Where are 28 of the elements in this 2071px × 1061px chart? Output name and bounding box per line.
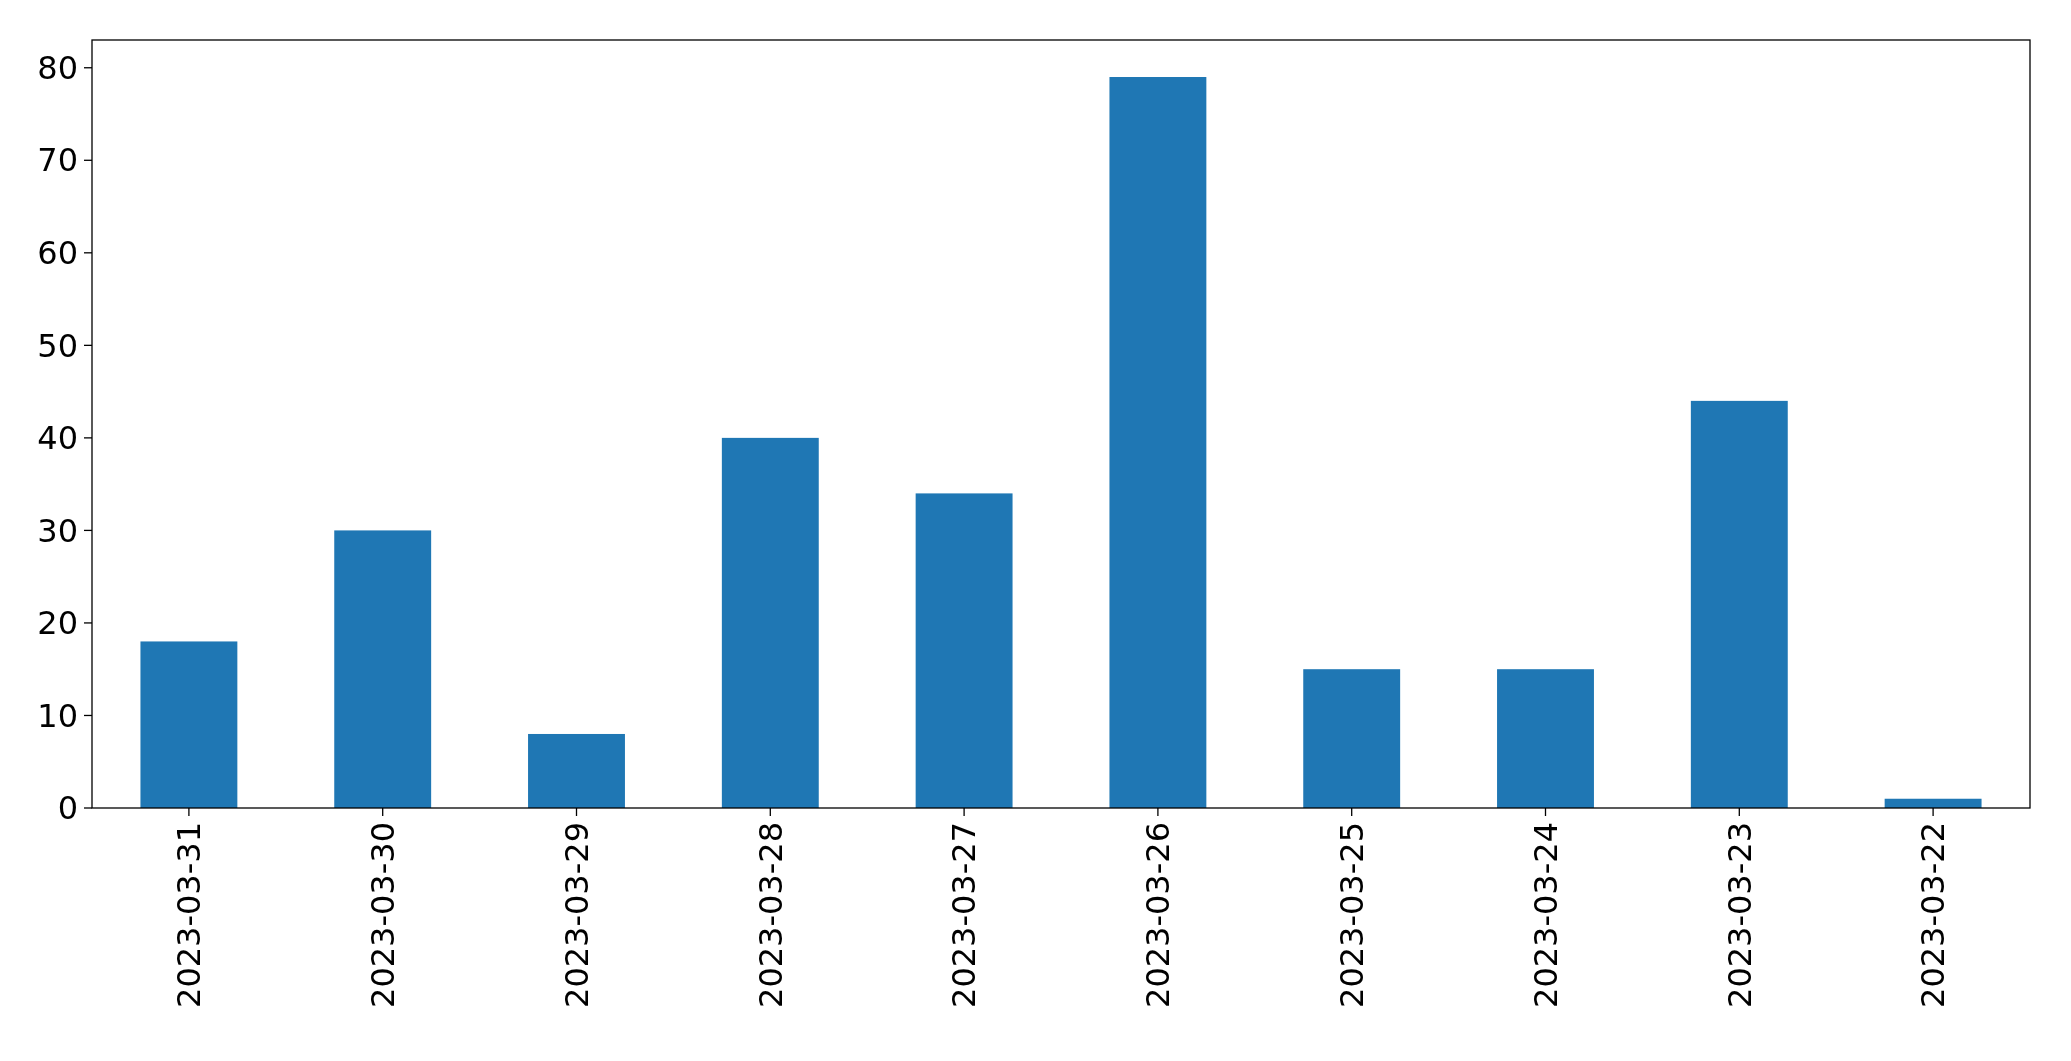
bar <box>140 641 238 808</box>
x-tick-label: 2023-03-26 <box>1139 822 1178 1008</box>
x-tick-label: 2023-03-28 <box>751 822 790 1008</box>
bar <box>528 733 625 808</box>
x-tick-label: 2023-03-29 <box>557 822 596 1008</box>
x-tick-label: 2023-03-30 <box>363 822 402 1008</box>
y-tick-label: 60 <box>37 234 78 273</box>
y-tick-label: 40 <box>37 419 78 458</box>
x-tick-label: 2023-03-22 <box>1914 822 1953 1008</box>
x-tick-label: 2023-03-25 <box>1332 822 1371 1008</box>
y-tick-label: 80 <box>37 48 78 87</box>
bar <box>1690 400 1788 808</box>
bar <box>334 530 432 808</box>
y-tick-label: 50 <box>37 326 78 365</box>
x-tick-label: 2023-03-24 <box>1526 822 1565 1008</box>
bar <box>915 493 1013 808</box>
bar <box>1303 669 1401 808</box>
bar <box>721 437 819 808</box>
y-tick-label: 10 <box>37 696 78 735</box>
bar <box>1109 77 1207 808</box>
x-tick-label: 2023-03-31 <box>170 822 209 1008</box>
y-tick-label: 70 <box>37 141 78 180</box>
y-tick-label: 30 <box>37 511 78 550</box>
x-tick-label: 2023-03-23 <box>1720 822 1759 1008</box>
x-tick-label: 2023-03-27 <box>945 822 984 1008</box>
y-tick-label: 0 <box>57 789 78 828</box>
bar <box>1497 669 1594 808</box>
y-tick-label: 20 <box>37 604 78 643</box>
